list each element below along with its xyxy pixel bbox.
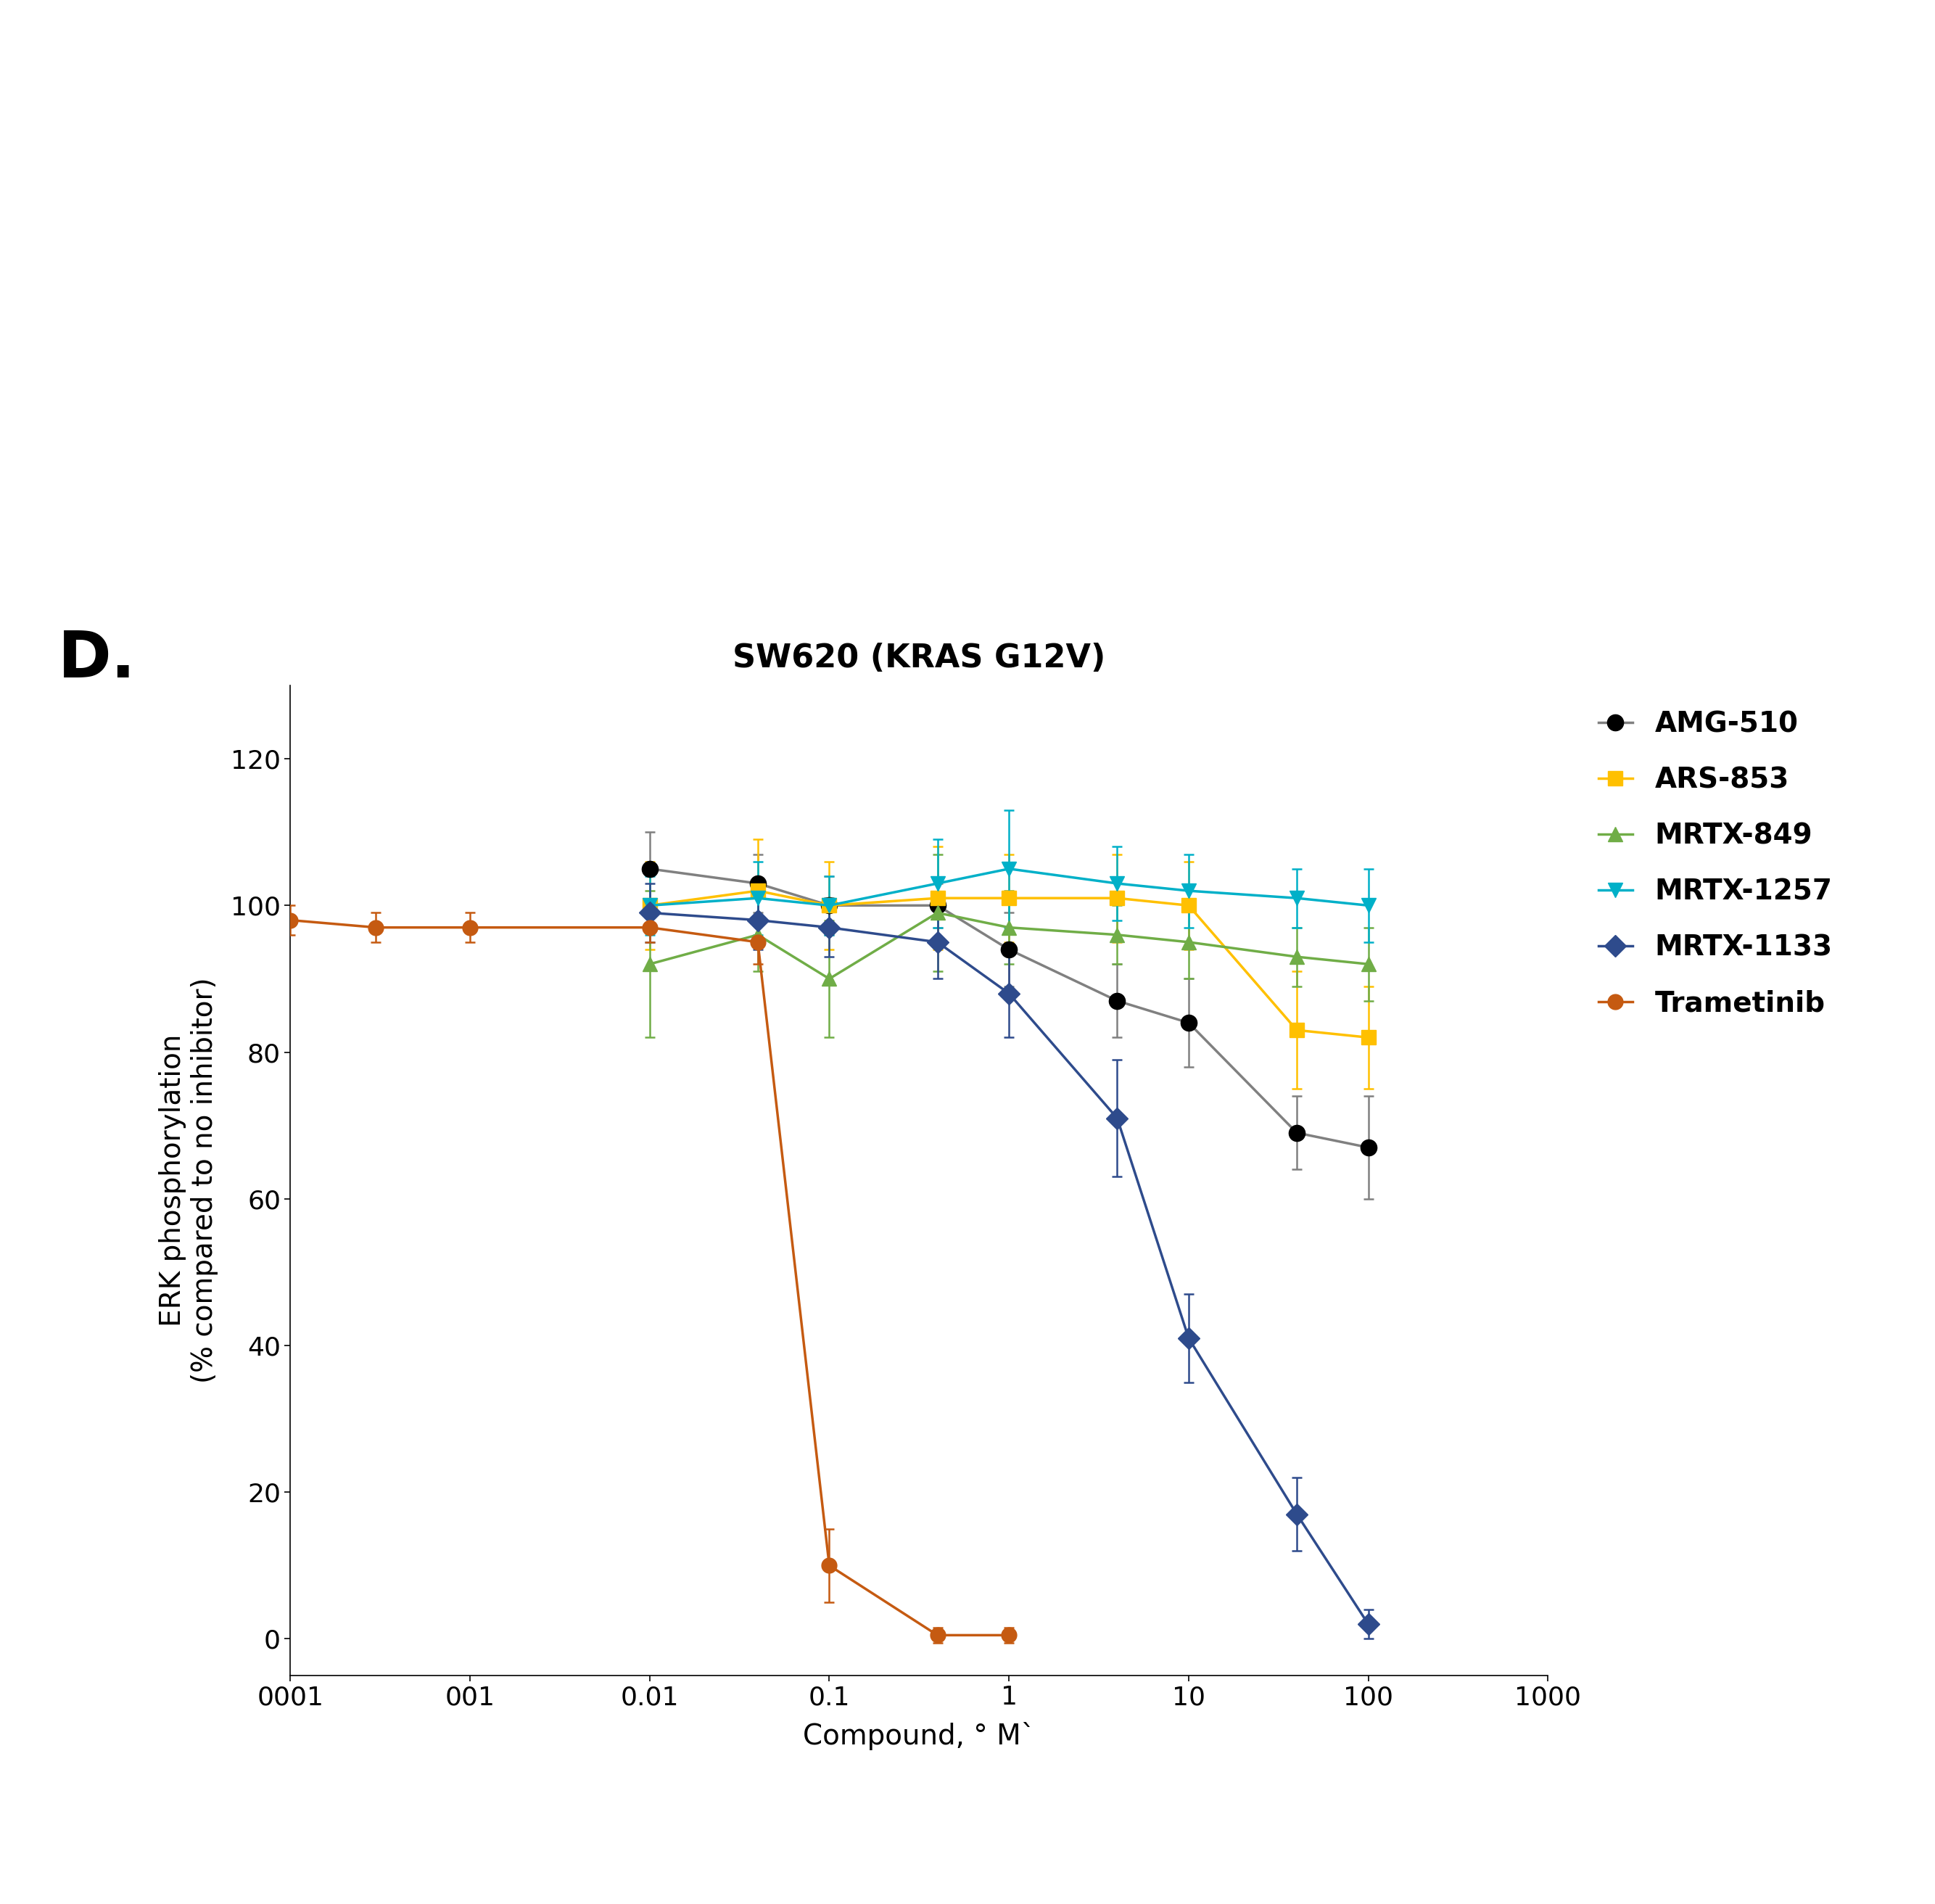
Y-axis label: ERK phosphorylation
(% compared to no inhibitor): ERK phosphorylation (% compared to no in… [159, 977, 219, 1384]
Legend: AMG-510, ARS-853, MRTX-849, MRTX-1257, MRTX-1133, Trametinib: AMG-510, ARS-853, MRTX-849, MRTX-1257, M… [1587, 699, 1844, 1028]
X-axis label: Compound, ° M`: Compound, ° M` [803, 1721, 1035, 1750]
Text: D.: D. [58, 628, 135, 691]
Title: SW620 (KRAS G12V): SW620 (KRAS G12V) [733, 644, 1105, 674]
